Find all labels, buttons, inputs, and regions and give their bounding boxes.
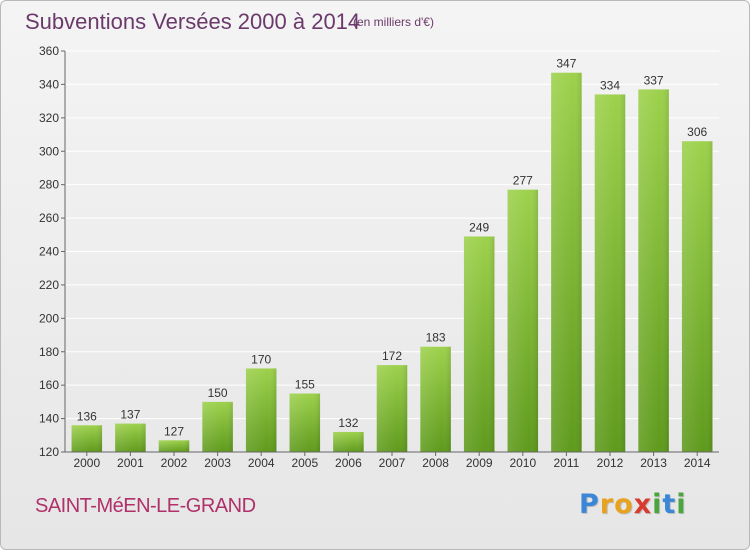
logo-letter: P	[579, 489, 600, 520]
y-tick-label: 320	[39, 111, 59, 125]
bar-value-label: 249	[469, 220, 489, 234]
bar-shading	[202, 401, 233, 452]
logo-letter: r	[599, 489, 615, 520]
commune-name: SAINT-MéEN-LE-GRAND	[35, 495, 256, 517]
x-tick-label: 2014	[684, 456, 711, 470]
logo-letter: o	[614, 489, 634, 520]
bar-shading	[289, 393, 321, 452]
bar-value-label: 155	[295, 378, 315, 392]
bar-value-label: 337	[644, 73, 664, 87]
x-tick-label: 2012	[597, 456, 624, 470]
y-tick-label: 160	[39, 378, 59, 392]
y-tick-label: 200	[39, 311, 59, 325]
logo-letter: i	[676, 489, 687, 520]
bars: 136 137 127 150 170 155 132 172 183 249 277 347 334 3…	[71, 57, 713, 453]
bar-shading	[420, 346, 451, 452]
bar-shading	[376, 365, 408, 452]
x-tick-label: 2000	[73, 456, 100, 470]
bar-shading	[115, 423, 146, 452]
y-tick-label: 240	[39, 245, 59, 259]
x-tick-label: 2007	[379, 456, 406, 470]
x-tick-label: 2006	[335, 456, 362, 470]
bar-shading	[333, 431, 364, 452]
x-tick-label: 2005	[291, 456, 318, 470]
x-tick-label: 2001	[117, 456, 144, 470]
logo-letter: t	[662, 489, 677, 520]
bar-shading	[245, 368, 277, 452]
bar-shading	[158, 440, 190, 452]
y-tick-label: 140	[39, 412, 59, 426]
bar-value-label: 347	[556, 57, 576, 71]
bar-value-label: 306	[687, 125, 707, 139]
bar-value-label: 137	[120, 408, 140, 422]
y-tick-label: 280	[39, 178, 59, 192]
logo-letter: x	[633, 489, 653, 520]
bar-value-label: 170	[251, 352, 271, 366]
y-tick-label: 300	[39, 144, 59, 158]
bar-value-label: 136	[77, 409, 97, 423]
bar-value-label: 127	[164, 424, 184, 438]
bar-value-label: 172	[382, 349, 402, 363]
x-tick-label: 2011	[553, 456, 579, 470]
x-tick-label: 2002	[161, 456, 188, 470]
y-tick-label: 360	[39, 44, 59, 58]
x-tick-label: 2003	[204, 456, 231, 470]
y-tick-label: 260	[39, 211, 59, 225]
bar-value-label: 150	[208, 386, 228, 400]
x-tick-label: 2013	[640, 456, 667, 470]
axes: 120 140 160 180 200 220 240 260 280 300 320 340 360 2…	[39, 44, 719, 470]
chart-title: Subventions Versées 2000 à 2014	[25, 9, 361, 34]
bar-shading	[507, 189, 539, 452]
logo-letter: i	[652, 489, 663, 520]
x-tick-label: 2008	[422, 456, 449, 470]
x-tick-label: 2009	[466, 456, 493, 470]
bar-shading	[551, 72, 582, 453]
proxiti-logo: Proxiti	[579, 489, 687, 520]
bar-shading	[681, 141, 713, 452]
x-tick-label: 2004	[248, 456, 275, 470]
bar-value-label: 183	[426, 331, 446, 345]
bar-value-label: 132	[338, 416, 358, 430]
chart-subtitle: (en milliers d'€)	[353, 15, 434, 29]
y-tick-label: 120	[39, 445, 59, 459]
bar-value-label: 334	[600, 78, 620, 92]
x-tick-label: 2010	[509, 456, 536, 470]
bar-shading	[71, 425, 103, 452]
bar-value-label: 277	[513, 174, 533, 188]
bar-shading	[594, 94, 626, 453]
bar-shading	[463, 236, 495, 452]
y-tick-label: 340	[39, 77, 59, 91]
bar-shading	[638, 89, 669, 452]
y-tick-label: 220	[39, 278, 59, 292]
y-tick-label: 180	[39, 345, 59, 359]
